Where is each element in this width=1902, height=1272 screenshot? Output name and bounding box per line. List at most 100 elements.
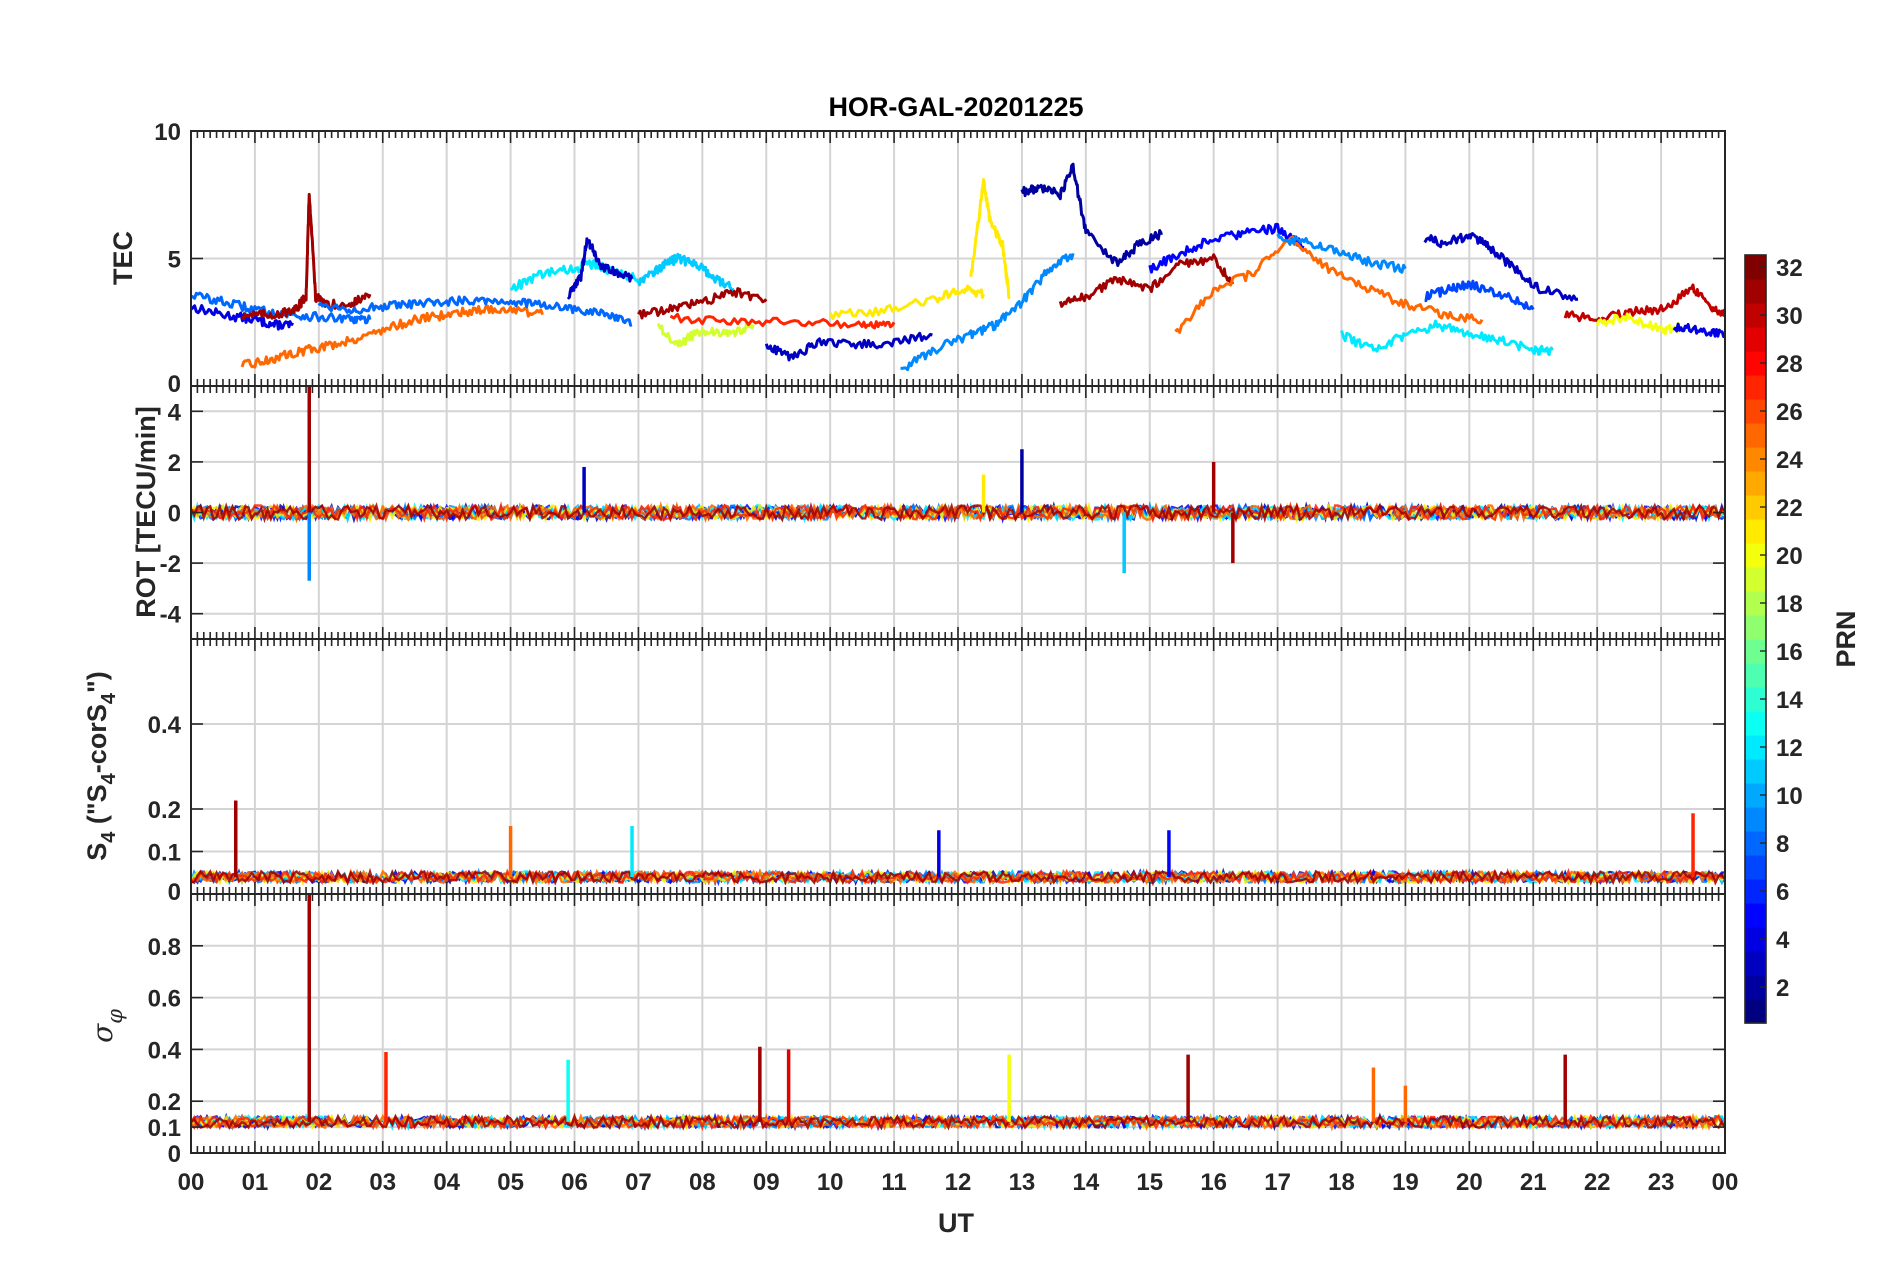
y-tick-label: 10 [154,119,181,146]
colorbar-swatch [1745,711,1766,736]
colorbar-tick-label: 18 [1776,591,1803,618]
y-tick-label: 0.2 [148,797,181,824]
colorbar-swatch [1745,855,1766,880]
y-label-part: 4 [98,772,120,784]
colorbar-tick-label: 28 [1776,351,1803,378]
panel-frame [190,893,1726,1154]
tec-series-line [636,252,736,294]
colorbar-tick-label: 8 [1776,831,1789,858]
panel-s4: 0 0.1 0.2 0.4 [148,638,1726,906]
x-tick-label: 22 [1584,1169,1611,1196]
chart-title: HOR-GAL-20201225 [828,92,1083,122]
colorbar-tick-label: 24 [1776,447,1803,474]
colorbar-swatch [1745,999,1766,1024]
colorbar-swatch [1745,831,1766,856]
x-tick-label: 17 [1264,1169,1291,1196]
y-axis-label-rot: ROT [TECU/min] [131,406,161,617]
colorbar-frame [1744,254,1767,1024]
y-tick-label: 0.1 [148,840,181,867]
x-tick-label: 00 [178,1169,205,1196]
tec-series-line [1563,283,1725,323]
colorbar-tick-label: 4 [1776,927,1790,954]
data-layer [191,894,1725,1132]
tec-series-line [669,312,896,330]
panel-sigma: 00.10.2 0.4 0.6 0.8 [148,893,1726,1168]
baseline-noise-line [191,1112,1725,1132]
tec-series-line [828,284,986,321]
tec-series-line [1423,232,1579,302]
y-tick-label: 0 [168,879,181,906]
x-tick-label: 01 [242,1169,269,1196]
tec-series-line [191,304,295,331]
y-tick-label: 4 [168,399,182,426]
colorbar-swatch [1745,279,1766,304]
colorbar-swatch [1745,783,1766,808]
x-tick-label: 11 [881,1169,906,1196]
colorbar-swatch [1745,447,1766,472]
colorbar-tick-label: 12 [1776,735,1803,762]
y-tick-label: 0 [168,371,181,398]
y-tick-label: 0.4 [148,712,182,739]
colorbar-swatch [1745,519,1766,544]
colorbar-swatch [1745,351,1766,376]
y-axis-label-s4: S4 ("S4-corS4") [82,671,120,861]
colorbar-tick-label: 14 [1776,687,1803,714]
y-tick-label: 0 [168,501,181,528]
colorbar-swatch [1745,807,1766,832]
x-tick-label: 00 [1712,1169,1739,1196]
tec-series-line [1058,253,1235,308]
colorbar-swatch [1745,951,1766,976]
y-tick-label: 5 [168,247,181,274]
y-label-part: ") [82,671,112,693]
tec-series-line [1340,319,1554,357]
x-tick-label: 16 [1200,1169,1227,1196]
colorbar-tick-label: 32 [1776,255,1803,282]
colorbar-swatch [1745,399,1766,424]
tec-series-line [317,295,633,327]
data-layer [191,162,1725,372]
y-label-part: ("S [82,784,112,831]
baseline-noise-line [191,867,1725,887]
tec-series-line [1148,222,1305,274]
tec-series-line [1595,312,1682,336]
x-tick-label: 06 [561,1169,588,1196]
x-tick-label: 20 [1456,1169,1483,1196]
x-tick-label: 02 [305,1169,332,1196]
data-layer [191,800,1725,887]
colorbar-swatch [1745,879,1766,904]
colorbar-swatch [1745,927,1766,952]
colorbar-swatch [1745,903,1766,928]
colorbar-swatch [1745,975,1766,1000]
colorbar-tick-label: 6 [1776,879,1789,906]
phi-subscript: φ [103,1009,127,1024]
y-axis-label-sigma: σφ [86,1009,127,1043]
x-tick-label: 07 [625,1169,652,1196]
y-tick-label: 0.8 [148,934,181,961]
x-tick-label: 15 [1136,1169,1163,1196]
x-tick-label: 12 [945,1169,972,1196]
colorbar-swatch [1745,567,1766,592]
tec-series-line [1276,233,1407,274]
baseline-noise-line [191,1112,1725,1131]
tec-series-line [900,252,1075,372]
colorbar-swatch [1745,735,1766,760]
x-tick-label: 19 [1392,1169,1419,1196]
baseline-noise-line [191,501,1725,524]
colorbar-swatch [1745,759,1766,784]
colorbar-swatch [1745,327,1766,352]
x-tick-label: 08 [689,1169,716,1196]
y-tick-label: -2 [160,551,181,578]
colorbar-tick-label: 20 [1776,543,1803,570]
x-tick-label: 10 [817,1169,844,1196]
colorbar-swatch [1745,591,1766,616]
colorbar-swatch [1745,495,1766,520]
colorbar-tick-label: 2 [1776,975,1789,1002]
panel-tec: 0 5 10 [154,119,1726,398]
x-axis-label: UT [938,1208,974,1238]
y-label-part: 4 [98,831,120,843]
colorbar-label: PRN [1831,610,1861,667]
sigma-symbol: σ [86,1023,119,1043]
tec-series-line [566,237,634,300]
